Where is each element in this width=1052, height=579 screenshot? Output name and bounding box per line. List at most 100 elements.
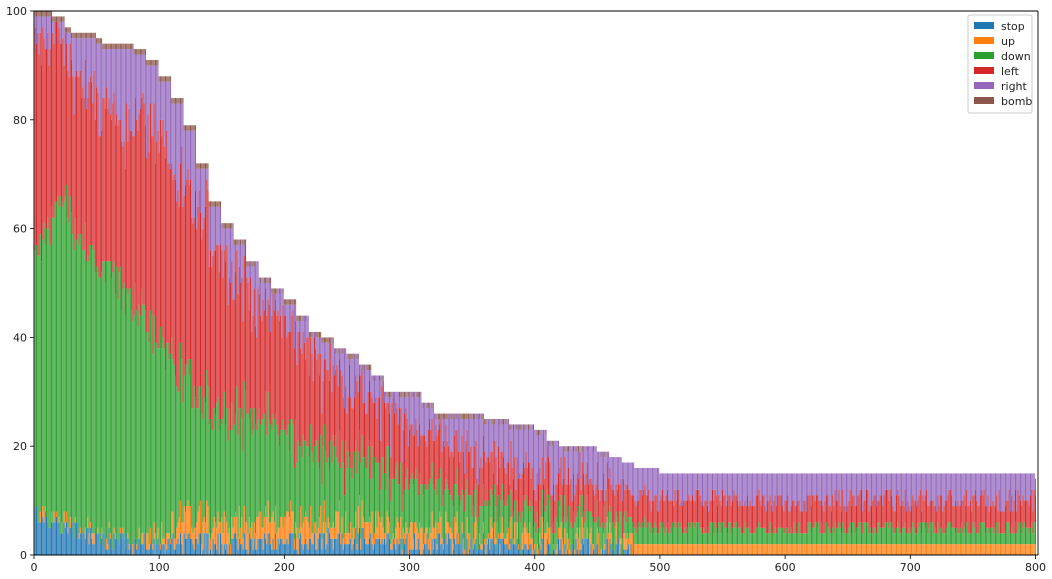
bar-segment-right <box>525 424 527 452</box>
bar-segment-up <box>675 544 677 555</box>
bar-segment-down <box>399 484 401 528</box>
bar-segment-left <box>146 157 148 332</box>
bar-segment-right <box>814 473 816 501</box>
bar-segment-up <box>417 533 419 539</box>
bar-segment-down <box>559 506 561 528</box>
bar-362 <box>486 419 488 555</box>
bar-406 <box>541 429 543 555</box>
bar-segment-right <box>181 103 183 147</box>
bar-415 <box>553 440 555 555</box>
bar-segment-up <box>237 538 239 550</box>
bar-515 <box>678 473 680 555</box>
bar-segment-up <box>475 516 477 539</box>
bar-segment-down <box>977 533 979 545</box>
bar-segment-left <box>522 462 524 496</box>
bar-segment-down <box>803 533 805 545</box>
bar-segment-bomb <box>114 43 116 50</box>
bar-segment-up <box>887 544 889 555</box>
bar-segment-down <box>917 522 919 545</box>
bar-segment-bomb <box>222 223 224 229</box>
bar-segment-right <box>363 364 365 403</box>
bar-segment-down <box>303 440 305 517</box>
bar-segment-left <box>873 495 875 528</box>
bar-segment-down <box>103 261 105 534</box>
bar-segment-stop <box>242 549 244 555</box>
bar-segment-right <box>840 473 842 512</box>
bar-segment-down <box>1009 533 1011 545</box>
bar-segment-left <box>630 495 632 517</box>
bar-segment-bomb <box>367 364 369 371</box>
bar-349 <box>470 413 472 555</box>
bar-segment-stop <box>263 533 265 555</box>
bar-segment-up <box>442 544 444 550</box>
bar-segment-up <box>200 500 201 534</box>
bar-258 <box>356 353 358 555</box>
bar-segment-down <box>282 419 284 528</box>
bar-segment-down <box>258 408 260 512</box>
bar-segment-bomb <box>379 375 381 381</box>
bar-586 <box>767 473 769 555</box>
bar-segment-down <box>156 342 158 545</box>
bar-segment-up <box>240 527 242 545</box>
bar-segment-down <box>441 506 443 539</box>
bar-segment-bomb <box>247 261 249 267</box>
bar-segment-left <box>87 98 89 256</box>
bar-segment-right <box>715 473 717 496</box>
bar-566 <box>742 473 744 555</box>
bar-segment-down <box>131 310 133 550</box>
bar-segment-left <box>446 440 448 485</box>
bar-segment-bomb <box>545 429 547 436</box>
bar-segment-stop <box>512 544 514 555</box>
bar-segment-up <box>213 516 215 545</box>
bar-segment-stop <box>116 538 118 555</box>
bar-450 <box>596 451 598 555</box>
bar-segment-right <box>884 473 886 490</box>
bar-segment-down <box>959 527 961 545</box>
bar-41 <box>84 32 86 555</box>
bar-377 <box>505 419 507 555</box>
bar-segment-right <box>510 429 512 441</box>
bar-697 <box>906 473 908 555</box>
bar-segment-left <box>675 500 677 528</box>
bar-373 <box>500 419 502 555</box>
bar-segment-right <box>268 283 270 305</box>
bar-segment-up <box>245 522 247 550</box>
bar-segment-left <box>331 391 333 463</box>
bar-segment-down <box>633 527 635 550</box>
bar-segment-right <box>992 473 994 501</box>
bar-segment-up <box>686 544 688 555</box>
bar-183 <box>262 277 264 555</box>
bar-segment-up <box>88 533 90 545</box>
bar-segment-left <box>504 467 506 507</box>
bar-segment-right <box>331 337 333 392</box>
bar-segment-left <box>624 489 626 512</box>
bar-segment-left <box>805 511 807 534</box>
bar-segment-bomb <box>37 11 39 17</box>
bar-segment-up <box>917 544 919 555</box>
bar-135 <box>202 163 204 555</box>
bar-segment-right <box>437 419 439 430</box>
bar-segment-left <box>515 489 517 523</box>
bar-segment-down <box>889 522 891 545</box>
bar-segment-right <box>803 473 805 501</box>
bar-segment-bomb <box>101 38 103 44</box>
bar-segment-left <box>276 315 278 425</box>
bar-segment-bomb <box>586 446 588 452</box>
bar-segment-left <box>752 506 754 534</box>
bar-segment-right <box>590 446 592 479</box>
bar-segment-up <box>436 544 438 550</box>
bar-segment-left <box>699 495 701 528</box>
bar-695 <box>903 473 905 555</box>
bar-segment-down <box>502 500 504 534</box>
bar-segment-left <box>661 489 663 523</box>
bar-segment-down <box>313 446 315 523</box>
bar-segment-bomb <box>242 239 244 245</box>
bar-segment-right <box>898 473 900 496</box>
bar-544 <box>714 473 716 555</box>
bar-segment-up <box>430 533 432 555</box>
bar-segment-down <box>164 370 166 545</box>
bar-segment-left <box>197 206 199 409</box>
bar-segment-bomb <box>144 49 146 55</box>
bar-segment-down <box>822 533 824 545</box>
bar-segment-down <box>624 511 626 534</box>
